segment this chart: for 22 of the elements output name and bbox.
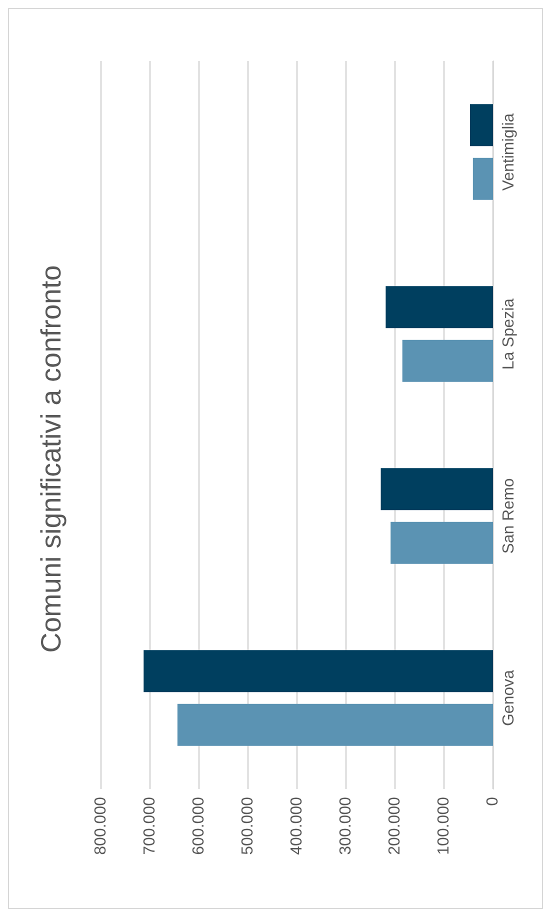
bar: [380, 468, 493, 510]
x-tick-label: 400.000: [288, 796, 306, 855]
y-tick-label: Genova: [500, 670, 518, 726]
y-tick-label: La Spezia: [500, 298, 518, 370]
text: Comuni significativi a confronto: [36, 265, 66, 653]
x-tick-label: 0: [484, 796, 502, 806]
x-tick-label: 600.000: [190, 796, 208, 855]
bar: [386, 286, 493, 328]
bar: [470, 104, 493, 146]
x-tick-label: 200.000: [386, 796, 404, 855]
bar: [390, 522, 493, 564]
bar: [472, 158, 493, 200]
y-tick-label: Ventimiglia: [500, 113, 518, 191]
bar: [144, 650, 493, 692]
x-tick-label: 500.000: [240, 796, 256, 855]
x-tick-label: 700.000: [142, 796, 158, 855]
bar: [177, 704, 493, 746]
y-tick-label: San Remo: [500, 478, 518, 554]
bar: [402, 340, 493, 382]
x-tick-label: 800.000: [92, 796, 110, 855]
x-tick-label: 300.000: [338, 796, 354, 855]
x-tick-label: 100.000: [436, 796, 452, 855]
